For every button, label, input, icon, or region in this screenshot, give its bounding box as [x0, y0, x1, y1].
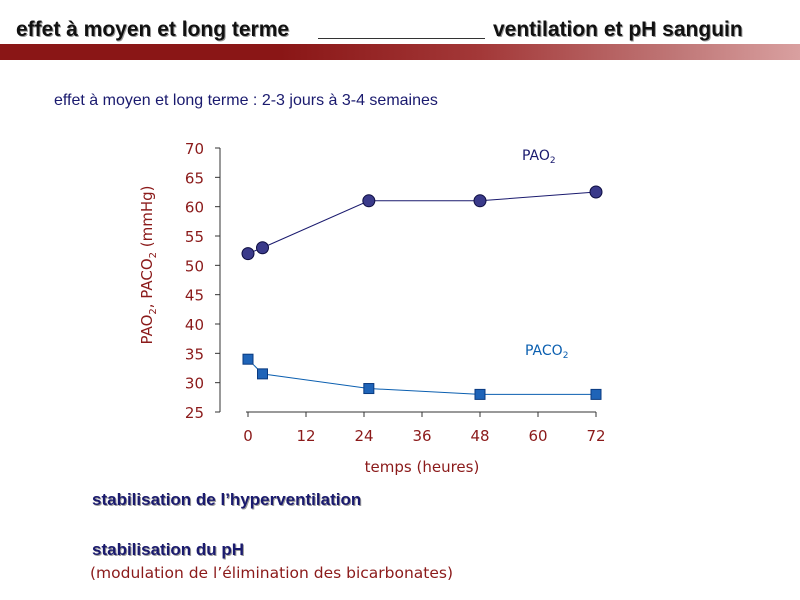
- x-tick-label: 12: [296, 427, 315, 445]
- y-tick-label: 50: [185, 257, 204, 275]
- data-point-paco2: [257, 368, 268, 380]
- data-point-paco2: [242, 353, 254, 365]
- x-tick-label: 60: [528, 427, 547, 445]
- y-tick-label: 35: [185, 345, 204, 363]
- x-tick-label: 48: [470, 427, 489, 445]
- series-label-pao2: PAO2: [522, 148, 556, 166]
- y-tick-label: 25: [185, 404, 204, 422]
- y-tick-label: 65: [185, 169, 204, 187]
- data-point-pao2: [362, 194, 376, 208]
- x-tick-label: 24: [354, 427, 373, 445]
- series-line-paco2: [247, 358, 596, 395]
- conclusion-note: (modulation de l’élimination des bicarbo…: [90, 564, 454, 582]
- data-point-pao2: [256, 241, 269, 255]
- conclusion-hyperventilation: stabilisation de l’hyperventilation: [92, 490, 362, 509]
- x-tick-label: 36: [412, 427, 431, 445]
- header-title-left: effet à moyen et long terme: [16, 18, 290, 41]
- y-tick-label: 55: [185, 228, 204, 246]
- y-axis-label: PAO2, PACO2 (mmHg): [138, 185, 159, 344]
- series-label-paco2: PACO2: [525, 343, 568, 361]
- x-tick-label: 0: [243, 427, 253, 445]
- slide-subtitle: effet à moyen et long terme : 2-3 jours …: [54, 92, 438, 109]
- x-tick-label: 72: [586, 427, 605, 445]
- conclusion-ph: stabilisation du pH: [92, 540, 245, 559]
- series-line-pao2: [247, 191, 597, 255]
- data-point-pao2: [473, 194, 487, 208]
- y-tick-label: 70: [185, 140, 204, 158]
- y-tick-label: 40: [185, 316, 204, 334]
- y-tick-label: 60: [185, 199, 204, 217]
- header-title-right: ventilation et pH sanguin: [493, 18, 743, 41]
- header-accent-bar: [0, 44, 800, 60]
- data-point-pao2: [241, 247, 255, 261]
- data-point-paco2: [363, 383, 375, 395]
- x-axis-label: temps (heures): [365, 458, 480, 476]
- header-divider-line: [318, 38, 485, 39]
- data-point-pao2: [589, 185, 603, 199]
- data-point-paco2: [474, 388, 486, 400]
- y-tick-label: 30: [185, 375, 204, 393]
- data-point-paco2: [590, 388, 602, 400]
- y-tick-label: 45: [185, 287, 204, 305]
